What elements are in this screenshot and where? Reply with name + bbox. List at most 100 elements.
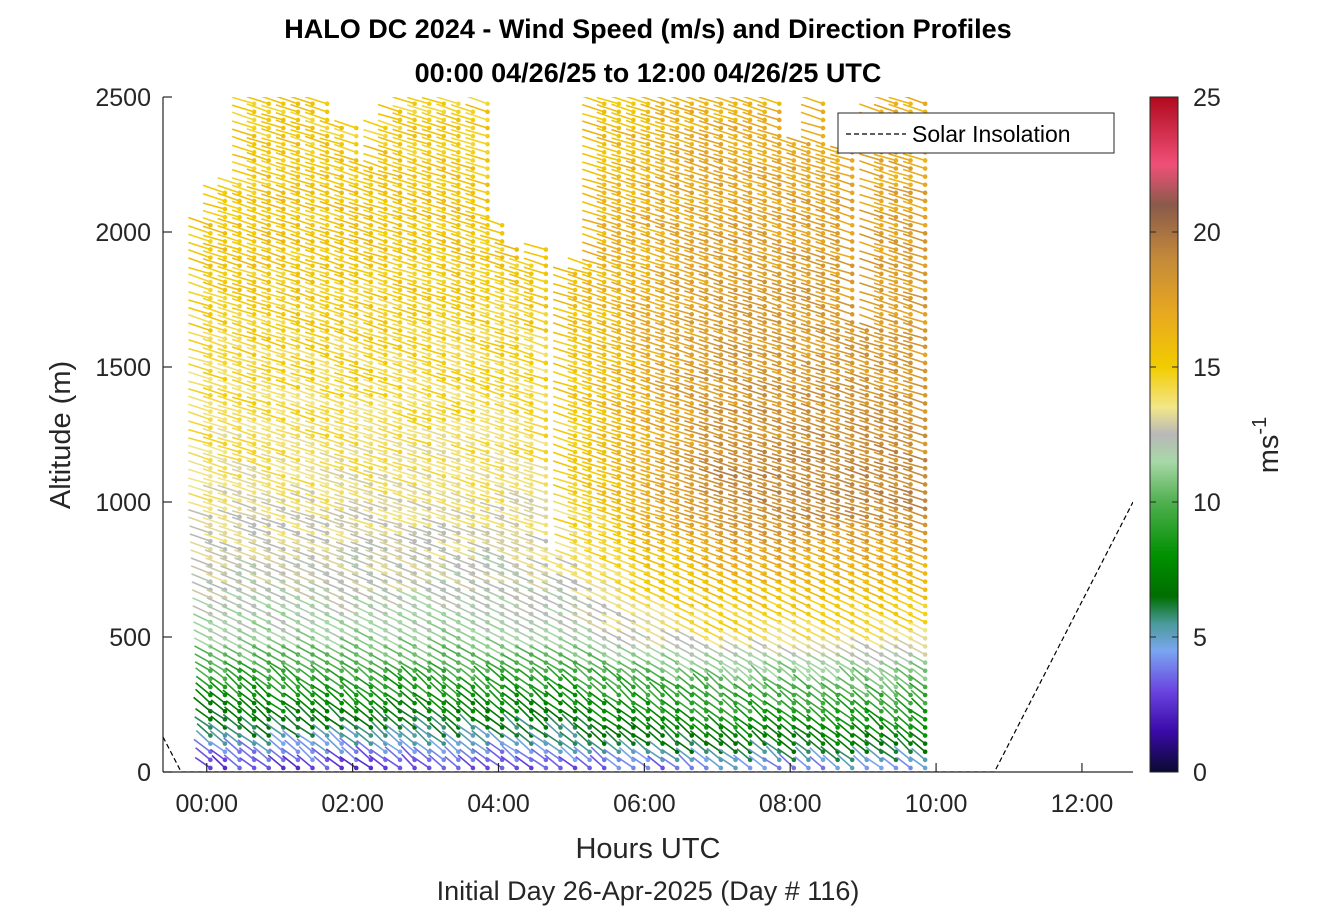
wind-barb-shaft — [249, 581, 270, 591]
wind-barb-head — [441, 717, 447, 722]
wind-barb-shaft — [252, 674, 270, 688]
wind-barb-head — [441, 368, 447, 374]
wind-barb-head — [324, 125, 330, 131]
wind-barb-head — [281, 409, 286, 414]
wind-barb-head — [426, 676, 432, 682]
wind-barb-head — [558, 749, 563, 755]
wind-barb-head — [645, 312, 651, 317]
wind-barb-head — [543, 490, 549, 495]
wind-barb-head — [660, 312, 665, 317]
wind-barb-head — [674, 409, 680, 414]
wind-barb-head — [412, 490, 417, 495]
wind-barb-head — [543, 514, 549, 520]
wind-barb-head — [572, 498, 578, 503]
wind-barb-shaft — [217, 477, 240, 486]
wind-barb-head — [383, 417, 388, 422]
wind-barb-shaft — [231, 315, 255, 324]
wind-barb-head — [324, 514, 330, 520]
wind-barb-shaft — [188, 428, 211, 437]
wind-barb-shaft — [217, 201, 240, 210]
wind-barb-head — [324, 490, 330, 495]
wind-barb-shaft — [248, 557, 270, 567]
wind-barb-shaft — [231, 184, 255, 194]
wind-barb-head — [222, 198, 228, 204]
wind-barb-head — [529, 425, 534, 431]
wind-barb-shaft — [209, 690, 226, 704]
wind-barb-head — [222, 741, 228, 746]
wind-barb-shaft — [231, 104, 255, 113]
wind-barb-head — [353, 263, 359, 269]
wind-barb-shaft — [246, 346, 270, 356]
wind-barb-head — [645, 441, 651, 447]
wind-barb-shaft — [277, 549, 299, 559]
wind-barb-head — [208, 433, 213, 439]
wind-barb-shaft — [319, 240, 342, 251]
wind-barb-head — [295, 498, 301, 503]
wind-barb-head — [485, 101, 490, 107]
wind-barb-head — [514, 279, 520, 285]
wind-barb-head — [397, 506, 403, 512]
wind-barb-head — [383, 231, 388, 236]
wind-barb-shaft — [246, 185, 269, 194]
wind-barb-shaft — [298, 667, 313, 680]
wind-barb-head — [339, 490, 344, 495]
wind-barb-head — [601, 239, 607, 244]
wind-barb-shaft — [231, 135, 255, 146]
wind-barb-shaft — [246, 298, 269, 308]
wind-barb-shaft — [252, 645, 270, 656]
wind-barb-head — [543, 409, 549, 414]
wind-barb-shaft — [205, 573, 226, 583]
wind-barb-shaft — [319, 184, 342, 194]
wind-barb-head — [251, 150, 257, 155]
wind-barb-head — [266, 239, 272, 244]
wind-barb-head — [397, 295, 403, 301]
wind-barb-shaft — [308, 581, 328, 591]
wind-barb-head — [383, 295, 388, 301]
wind-barb-head — [281, 401, 286, 406]
wind-barb-head — [543, 425, 549, 431]
wind-barb-head — [587, 393, 592, 398]
wind-barb-head — [601, 474, 607, 479]
wind-barb-head — [237, 433, 242, 439]
wind-barb-head — [426, 312, 432, 317]
wind-barb-shaft — [280, 629, 299, 640]
wind-barb-head — [266, 109, 272, 115]
wind-barb-head — [470, 465, 476, 471]
wind-barb-head — [631, 247, 636, 252]
wind-barb-shaft — [293, 565, 313, 575]
wind-barb-shaft — [261, 517, 284, 526]
wind-barb-head — [412, 360, 417, 366]
wind-barb-shaft — [319, 249, 342, 259]
wind-barb-head — [426, 328, 432, 333]
wind-barb-head — [616, 109, 622, 115]
wind-barb-head — [572, 287, 578, 293]
wind-barb-head — [237, 214, 242, 220]
wind-barb-shaft — [275, 508, 299, 518]
wind-barb-head — [339, 263, 344, 269]
wind-barb-shaft — [246, 500, 270, 510]
wind-barb-head — [251, 384, 257, 390]
wind-barb-head — [397, 141, 403, 147]
wind-barb-head — [587, 749, 592, 755]
wind-barb-head — [222, 255, 228, 260]
wind-barb-shaft — [304, 370, 328, 380]
wind-barb-shaft — [290, 265, 313, 275]
wind-barb-head — [281, 393, 286, 398]
wind-barb-head — [426, 182, 432, 188]
wind-barb-shaft — [290, 217, 313, 227]
wind-barb-shaft — [202, 225, 226, 235]
wind-barb-head — [499, 312, 505, 317]
wind-barb-head — [310, 384, 315, 390]
wind-barb-shaft — [217, 437, 240, 445]
wind-barb-head — [310, 352, 315, 358]
wind-barb-head — [295, 433, 301, 439]
wind-barb-head — [222, 441, 228, 447]
wind-barb-head — [616, 231, 622, 236]
wind-barb-head — [353, 417, 359, 422]
wind-barb-shaft — [188, 444, 211, 453]
wind-barb-shaft — [195, 675, 211, 688]
wind-barb-head — [237, 498, 242, 503]
wind-barb-head — [310, 255, 315, 260]
wind-barb-head — [601, 303, 607, 309]
wind-barb-head — [266, 287, 272, 293]
